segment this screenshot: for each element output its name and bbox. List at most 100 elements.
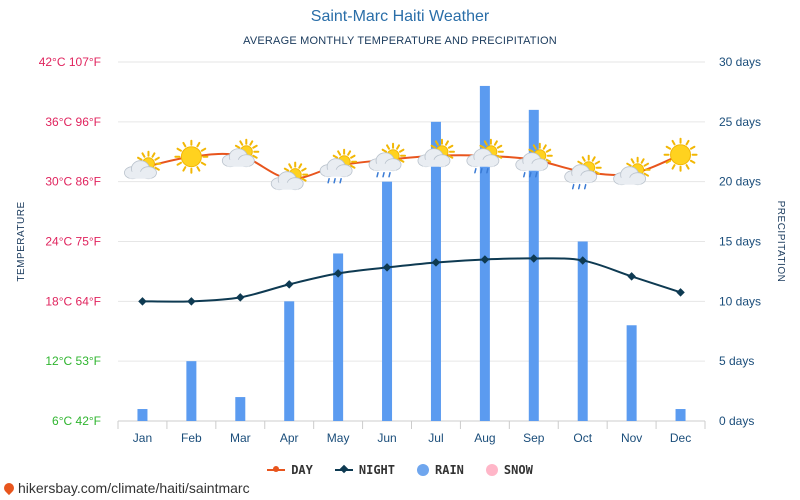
sun-ray bbox=[141, 152, 146, 158]
rain-bar[interactable] bbox=[479, 85, 490, 421]
rain-bar[interactable] bbox=[430, 121, 441, 421]
right-tick-label: 30 days bbox=[719, 55, 761, 69]
sun-ray bbox=[545, 148, 552, 153]
cloud-rain-icon bbox=[515, 142, 553, 178]
month-label: Jan bbox=[133, 431, 152, 445]
sun-ray bbox=[671, 164, 676, 170]
location-pin-icon bbox=[1, 480, 17, 496]
left-tick-label: 12°C 53°F bbox=[45, 354, 101, 368]
rain-drop bbox=[480, 167, 483, 174]
source-link[interactable]: hikersbay.com/climate/haiti/saintmarc bbox=[1, 480, 250, 496]
month-label: Dec bbox=[670, 431, 691, 445]
partly-cloudy-icon bbox=[270, 161, 309, 191]
month-label: Jun bbox=[377, 431, 396, 445]
rain-drop bbox=[474, 167, 477, 174]
weather-chart: 42°C 107°F 36°C 96°F 30°C 86°F 24°C 75°F 18°… bbox=[16, 55, 786, 445]
sun-ray bbox=[239, 140, 244, 146]
sun-ray bbox=[483, 140, 488, 146]
night-point[interactable] bbox=[187, 297, 196, 306]
night-point[interactable] bbox=[578, 256, 587, 265]
sun-ray bbox=[581, 156, 586, 162]
rain-drop bbox=[339, 177, 342, 184]
night-point[interactable] bbox=[480, 255, 490, 264]
sun-ray bbox=[479, 144, 485, 149]
rain-drop bbox=[571, 183, 575, 190]
night-line bbox=[142, 257, 681, 303]
legend-item-day[interactable]: DAY bbox=[267, 463, 313, 477]
night-point[interactable] bbox=[333, 269, 343, 278]
sun-icon bbox=[174, 139, 209, 174]
sun-ray bbox=[301, 177, 307, 182]
rain-bar[interactable] bbox=[577, 241, 588, 422]
legend-item-rain[interactable]: RAIN bbox=[417, 463, 464, 477]
chart-subtitle: AVERAGE MONTHLY TEMPERATURE AND PRECIPIT… bbox=[243, 35, 557, 47]
night-point[interactable] bbox=[627, 272, 636, 281]
rain-drop bbox=[376, 171, 379, 178]
legend-label-day: DAY bbox=[291, 463, 313, 477]
sun-ray bbox=[151, 152, 156, 158]
legend-label-rain: RAIN bbox=[435, 463, 464, 477]
sun-disc bbox=[180, 146, 202, 168]
sun-ray bbox=[350, 154, 356, 159]
cloud-part bbox=[520, 163, 543, 171]
partly-cloudy-icon bbox=[613, 156, 651, 186]
left-tick-label: 42°C 107°F bbox=[39, 55, 101, 69]
snow-swatch bbox=[485, 464, 498, 476]
sun-ray bbox=[665, 159, 672, 164]
left-tick-label: 18°C 64°F bbox=[45, 294, 101, 308]
sun-ray bbox=[444, 140, 449, 146]
sun-ray bbox=[545, 158, 552, 163]
rain-bar[interactable] bbox=[186, 361, 197, 421]
sun-ray bbox=[447, 144, 454, 149]
night-point[interactable] bbox=[431, 258, 441, 267]
rain-bar[interactable] bbox=[626, 325, 637, 421]
month-label: Aug bbox=[474, 431, 495, 445]
rain-bar[interactable] bbox=[284, 301, 295, 421]
right-tick-label: 20 days bbox=[719, 175, 761, 189]
rain-drop bbox=[535, 171, 538, 178]
sun-ray bbox=[643, 162, 650, 167]
rain-bar[interactable] bbox=[528, 109, 539, 421]
sun-ray bbox=[542, 144, 547, 150]
sun-ray bbox=[200, 161, 207, 166]
night-point[interactable] bbox=[284, 280, 294, 289]
left-tick-label: 30°C 86°F bbox=[45, 175, 101, 189]
night-point[interactable] bbox=[236, 293, 245, 302]
rain-bar[interactable] bbox=[137, 409, 148, 421]
night-point[interactable] bbox=[138, 297, 147, 306]
sun-ray bbox=[337, 150, 342, 156]
sun-ray bbox=[689, 145, 696, 150]
legend-item-snow[interactable]: SNOW bbox=[485, 463, 533, 477]
legend-label-night: NIGHT bbox=[358, 463, 395, 477]
month-label: Nov bbox=[621, 431, 642, 445]
sun-ray bbox=[685, 139, 690, 146]
right-tick-label: 25 days bbox=[719, 115, 761, 129]
cloud-part bbox=[276, 182, 299, 190]
legend-item-night[interactable]: NIGHT bbox=[334, 463, 395, 477]
cloud-part bbox=[471, 159, 494, 167]
night-point[interactable] bbox=[382, 263, 392, 272]
sun-ray bbox=[528, 148, 534, 153]
sun-ray bbox=[493, 140, 498, 146]
night-point[interactable] bbox=[676, 288, 685, 297]
rain-drop bbox=[382, 171, 385, 178]
sun-disc bbox=[670, 144, 692, 166]
right-tick-label: 5 days bbox=[719, 354, 754, 368]
rain-bar[interactable] bbox=[382, 181, 393, 421]
rain-drop bbox=[486, 167, 489, 174]
right-tick-label: 15 days bbox=[719, 235, 761, 249]
sun-ray bbox=[176, 161, 182, 166]
month-label: Mar bbox=[230, 431, 251, 445]
sun-ray bbox=[234, 144, 241, 149]
rain-drop bbox=[529, 171, 532, 178]
sun-ray bbox=[381, 148, 388, 153]
rain-bar[interactable] bbox=[675, 409, 686, 421]
rain-bar[interactable] bbox=[333, 253, 344, 421]
sun-ray bbox=[176, 147, 182, 152]
cloud-part bbox=[129, 171, 152, 179]
rain-bar[interactable] bbox=[235, 397, 246, 421]
sun-ray bbox=[252, 144, 258, 149]
sun-ray bbox=[137, 156, 143, 161]
cloud-part bbox=[569, 175, 592, 183]
cloud-part bbox=[422, 159, 445, 167]
